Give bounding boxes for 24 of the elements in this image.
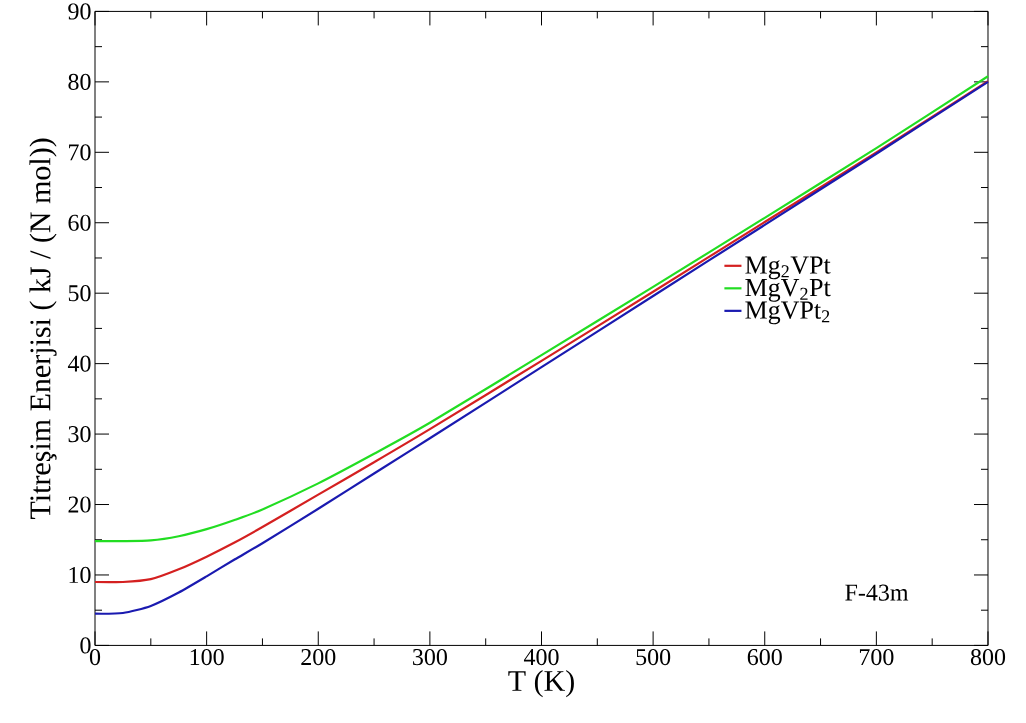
x-tick-label: 100 [190,648,224,665]
annotation: F-43m [845,584,909,601]
x-tick-label: 700 [859,648,894,665]
y-axis-title: Titreşim Enerjisi ( kJ / (N mol)) [29,138,57,519]
y-tick-label: 90 [68,3,91,20]
y-tick-label: 60 [68,214,91,231]
x-tick-label: 600 [747,648,782,665]
y-tick-label: 70 [69,144,91,161]
legend-label: Mg$_{2}$VPt [745,256,831,279]
legend-label: MgVPt$_{2}$ [745,301,830,325]
x-axis-title: T (K) [508,669,574,697]
x-tick-label: 400 [523,648,559,665]
x-tick-label: 800 [970,648,1006,665]
y-tick-label: 0 [80,637,91,654]
y-tick-label: 80 [68,73,91,90]
x-tick-label: 200 [301,648,336,665]
y-tick-label: 20 [68,496,91,513]
legend-label: MgV$_{2}$Pt [745,278,831,302]
y-tick-label: 40 [67,355,91,372]
y-tick-label: 50 [68,284,91,302]
x-tick-label: 500 [636,648,671,665]
x-tick-label: 300 [413,648,447,665]
y-tick-label: 10 [69,566,91,583]
y-tick-label: 30 [68,425,91,442]
